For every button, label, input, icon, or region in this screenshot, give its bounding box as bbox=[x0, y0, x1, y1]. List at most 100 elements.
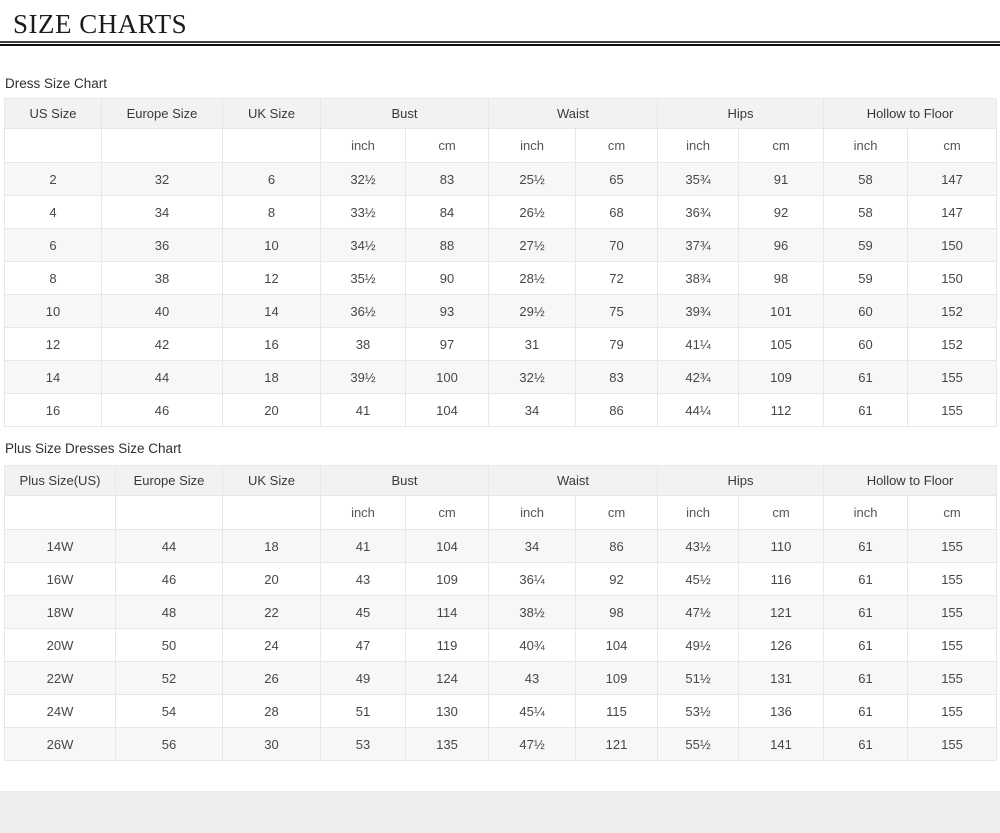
table-cell: 39½ bbox=[320, 360, 406, 394]
table-row: 24W 54 28 51 130 45¼ 115 53½ 136 61 155 bbox=[4, 694, 998, 728]
table-cell: 152 bbox=[907, 327, 998, 361]
table-cell: 48 bbox=[115, 595, 223, 629]
table-cell: 2 bbox=[4, 162, 102, 196]
table-cell: 131 bbox=[738, 661, 825, 695]
table-row: 22W 52 26 49 124 43 109 51½ 131 61 155 bbox=[4, 661, 998, 695]
table-row: 16 46 20 41 104 34 86 44¼ 112 61 155 bbox=[4, 393, 998, 427]
table-cell: 41 bbox=[320, 393, 406, 427]
table-cell: 79 bbox=[575, 327, 659, 361]
table-cell: 16 bbox=[222, 327, 321, 361]
table-cell: 34 bbox=[101, 195, 223, 229]
table-cell: 121 bbox=[738, 595, 825, 629]
table-cell: 60 bbox=[823, 327, 909, 361]
table-cell: 39¾ bbox=[657, 294, 740, 328]
table-row: 14 44 18 39½ 100 32½ 83 42¾ 109 61 155 bbox=[4, 360, 998, 394]
table-cell: 58 bbox=[823, 195, 909, 229]
table-cell: 14 bbox=[222, 294, 321, 328]
table-cell: 51 bbox=[320, 694, 406, 728]
table-cell: 61 bbox=[823, 628, 909, 662]
unit-header-cell: inch bbox=[657, 128, 740, 163]
table-cell: 88 bbox=[404, 228, 490, 262]
table-row: 4 34 8 33½ 84 26½ 68 36¾ 92 58 147 bbox=[4, 195, 998, 229]
table-cell: 49½ bbox=[657, 628, 740, 662]
table-cell: 90 bbox=[404, 261, 490, 295]
column-header-row: US Size Europe Size UK Size Bust Waist Hips Ho… bbox=[4, 98, 998, 129]
table-cell: 18 bbox=[222, 529, 321, 563]
table-cell: 155 bbox=[907, 562, 998, 596]
table-cell: 150 bbox=[907, 228, 998, 262]
table-cell: 47½ bbox=[657, 595, 740, 629]
dress-size-chart-table: US Size Europe Size UK Size Bust Waist Hips Ho… bbox=[4, 98, 998, 427]
table-cell: 109 bbox=[404, 562, 490, 596]
size-table: Plus Size(US) Europe Size UK Size Bust Waist… bbox=[4, 465, 998, 761]
table-cell: 58 bbox=[823, 162, 909, 196]
unit-header-cell: inch bbox=[657, 495, 740, 530]
table-cell: 6 bbox=[222, 162, 321, 196]
column-group-header: Waist bbox=[488, 98, 659, 129]
table-cell: 135 bbox=[404, 727, 490, 761]
table-cell: 147 bbox=[907, 195, 998, 229]
table-cell: 16 bbox=[4, 393, 102, 427]
table-cell: 32½ bbox=[320, 162, 406, 196]
table-cell: 45½ bbox=[657, 562, 740, 596]
table-cell: 155 bbox=[907, 529, 998, 563]
unit-header-cell bbox=[101, 128, 223, 163]
table-cell: 42¾ bbox=[657, 360, 740, 394]
size-table: US Size Europe Size UK Size Bust Waist Hips Ho… bbox=[4, 98, 998, 427]
unit-header-cell: cm bbox=[575, 128, 659, 163]
unit-header-cell bbox=[222, 495, 321, 530]
column-group-header: Hips bbox=[657, 465, 825, 496]
table-cell: 47½ bbox=[488, 727, 577, 761]
table-cell: 92 bbox=[738, 195, 825, 229]
table-cell: 101 bbox=[738, 294, 825, 328]
unit-header-cell: inch bbox=[823, 128, 909, 163]
table-cell: 46 bbox=[101, 393, 223, 427]
table-cell: 14 bbox=[4, 360, 102, 394]
unit-header-cell: cm bbox=[575, 495, 659, 530]
table-cell: 12 bbox=[4, 327, 102, 361]
table-cell: 70 bbox=[575, 228, 659, 262]
table-cell: 43 bbox=[320, 562, 406, 596]
table-cell: 28 bbox=[222, 694, 321, 728]
table-cell: 29½ bbox=[488, 294, 577, 328]
table-cell: 155 bbox=[907, 393, 998, 427]
table-cell: 37¾ bbox=[657, 228, 740, 262]
table-cell: 46 bbox=[115, 562, 223, 596]
table-cell: 14W bbox=[4, 529, 116, 563]
table-row: 16W 46 20 43 109 36¼ 92 45½ 116 61 155 bbox=[4, 562, 998, 596]
table-cell: 24W bbox=[4, 694, 116, 728]
table-cell: 141 bbox=[738, 727, 825, 761]
table-cell: 91 bbox=[738, 162, 825, 196]
column-group-header: Bust bbox=[319, 98, 490, 129]
column-group-header: UK Size bbox=[222, 465, 321, 496]
table-cell: 22W bbox=[4, 661, 116, 695]
table-row: 26W 56 30 53 135 47½ 121 55½ 141 61 155 bbox=[4, 727, 998, 761]
unit-header-cell: cm bbox=[404, 128, 490, 163]
unit-header-cell: cm bbox=[404, 495, 490, 530]
table-cell: 96 bbox=[738, 228, 825, 262]
table-cell: 32 bbox=[101, 162, 223, 196]
table-cell: 52 bbox=[115, 661, 223, 695]
table-cell: 36½ bbox=[320, 294, 406, 328]
table-cell: 109 bbox=[738, 360, 825, 394]
table-cell: 41 bbox=[320, 529, 406, 563]
table-cell: 68 bbox=[575, 195, 659, 229]
unit-header-row: inch cm inch cm inch cm inch cm bbox=[4, 128, 998, 163]
table-cell: 40 bbox=[101, 294, 223, 328]
table-cell: 100 bbox=[404, 360, 490, 394]
table-row: 8 38 12 35½ 90 28½ 72 38¾ 98 59 150 bbox=[4, 261, 998, 295]
table-cell: 30 bbox=[222, 727, 321, 761]
table-cell: 104 bbox=[404, 529, 490, 563]
table-cell: 72 bbox=[575, 261, 659, 295]
table-row: 10 40 14 36½ 93 29½ 75 39¾ 101 60 152 bbox=[4, 294, 998, 328]
table-cell: 60 bbox=[823, 294, 909, 328]
table-row: 14W 44 18 41 104 34 86 43½ 110 61 155 bbox=[4, 529, 998, 563]
table-cell: 126 bbox=[738, 628, 825, 662]
table-cell: 59 bbox=[823, 261, 909, 295]
table-cell: 47 bbox=[320, 628, 406, 662]
table-cell: 110 bbox=[738, 529, 825, 563]
table-cell: 6 bbox=[4, 228, 102, 262]
column-group-header: US Size bbox=[4, 98, 102, 129]
table-cell: 152 bbox=[907, 294, 998, 328]
